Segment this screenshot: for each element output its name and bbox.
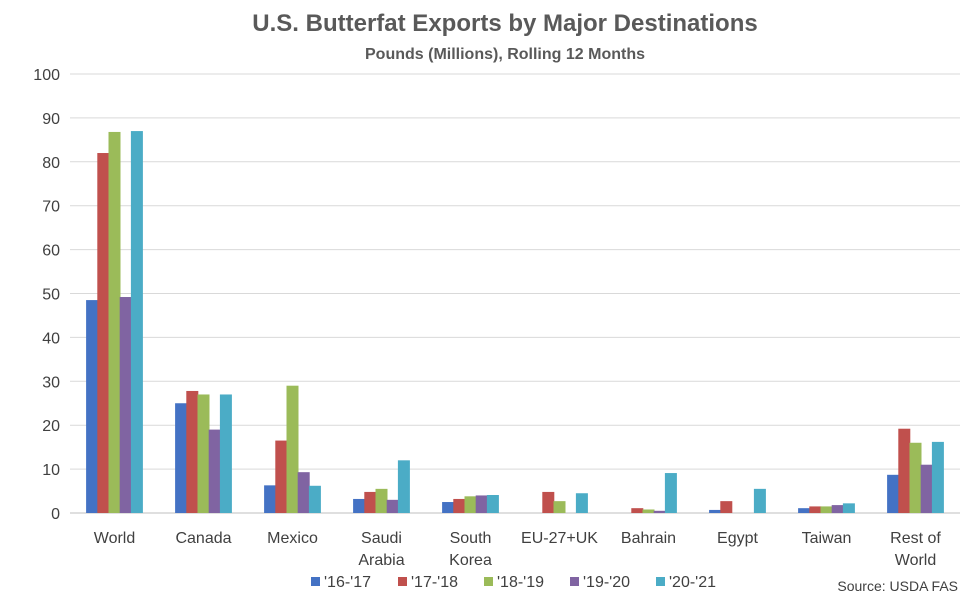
x-tick-label: Rest of World: [890, 530, 941, 569]
bar: [297, 472, 310, 513]
y-tick-label: 10: [42, 462, 60, 479]
x-tick-label: Taiwan: [802, 530, 852, 547]
bar: [642, 509, 655, 513]
bar: [753, 488, 766, 513]
x-tick-label: Bahrain: [621, 530, 676, 547]
bar: [175, 403, 188, 513]
legend-label: '20-'21: [669, 574, 716, 591]
bar: [464, 496, 477, 513]
bar: [397, 460, 410, 513]
bar: [820, 506, 833, 513]
bar: [130, 131, 143, 513]
x-tick-label: EU-27+UK: [521, 530, 598, 547]
y-tick-label: 80: [42, 155, 60, 172]
bar: [653, 510, 666, 513]
chart-title: U.S. Butterfat Exports by Major Destinat…: [252, 10, 757, 37]
bar: [186, 390, 199, 513]
bar: [798, 508, 811, 513]
bar: [920, 464, 933, 513]
bar: [86, 300, 99, 513]
bar: [631, 508, 644, 513]
bar: [931, 441, 944, 513]
bar: [720, 501, 733, 513]
bar: [887, 474, 900, 513]
bar: [119, 297, 132, 513]
legend-label: '17-'18: [411, 574, 458, 591]
bar: [486, 495, 499, 513]
y-tick-label: 90: [42, 111, 60, 128]
bar: [275, 440, 288, 513]
bar: [353, 498, 366, 513]
legend-swatch: [398, 577, 407, 586]
bar: [475, 495, 488, 513]
bar: [453, 498, 466, 513]
legend-label: '16-'17: [324, 574, 371, 591]
chart-subtitle: Pounds (Millions), Rolling 12 Months: [365, 46, 645, 63]
legend-swatch: [656, 577, 665, 586]
legend: '16-'17 '17-'18 '18-'19 '19-'20 '20-'21: [311, 574, 716, 591]
bar: [308, 485, 321, 513]
x-tick-label: South Korea: [449, 530, 492, 569]
bar: [842, 503, 855, 513]
y-tick-label: 0: [51, 506, 60, 523]
bar: [108, 131, 121, 513]
legend-label: '18-'19: [497, 574, 544, 591]
y-tick-label: 40: [42, 330, 60, 347]
bar: [898, 428, 911, 513]
bar: [219, 394, 232, 513]
y-axis-tick-labels: 0 10 20 30 40 50 60 70 80 90 100: [33, 67, 60, 523]
bar: [264, 485, 277, 513]
x-tick-label: Saudi Arabia: [358, 530, 404, 569]
x-tick-label: World: [94, 530, 136, 547]
source-note: Source: USDA FAS: [837, 578, 958, 594]
bar: [909, 442, 922, 513]
y-tick-label: 60: [42, 243, 60, 260]
bar: [364, 491, 377, 513]
bars: [86, 131, 944, 513]
y-tick-label: 70: [42, 199, 60, 216]
bar: [208, 429, 221, 513]
bar: [831, 505, 844, 513]
bar: [197, 394, 210, 513]
legend-swatch: [484, 577, 493, 586]
y-tick-label: 20: [42, 418, 60, 435]
x-tick-label: Canada: [175, 530, 231, 547]
bar: [542, 491, 555, 513]
bar: [553, 501, 566, 513]
bar: [97, 153, 110, 513]
legend-swatch: [570, 577, 579, 586]
bar: [286, 385, 299, 513]
x-axis-category-labels: World Canada Mexico Saudi Arabia South Korea EU…: [94, 530, 942, 569]
y-tick-label: 50: [42, 287, 60, 304]
bar: [575, 493, 588, 513]
legend-label: '19-'20: [583, 574, 630, 591]
x-tick-label: Egypt: [717, 530, 758, 547]
bar: [809, 506, 822, 513]
bar: [386, 499, 399, 513]
bar: [664, 473, 677, 513]
legend-swatch: [311, 577, 320, 586]
bar: [442, 502, 455, 513]
bar: [375, 488, 388, 513]
y-tick-label: 100: [33, 67, 60, 84]
x-tick-label: Mexico: [267, 530, 318, 547]
bar: [709, 509, 722, 513]
y-tick-label: 30: [42, 374, 60, 391]
